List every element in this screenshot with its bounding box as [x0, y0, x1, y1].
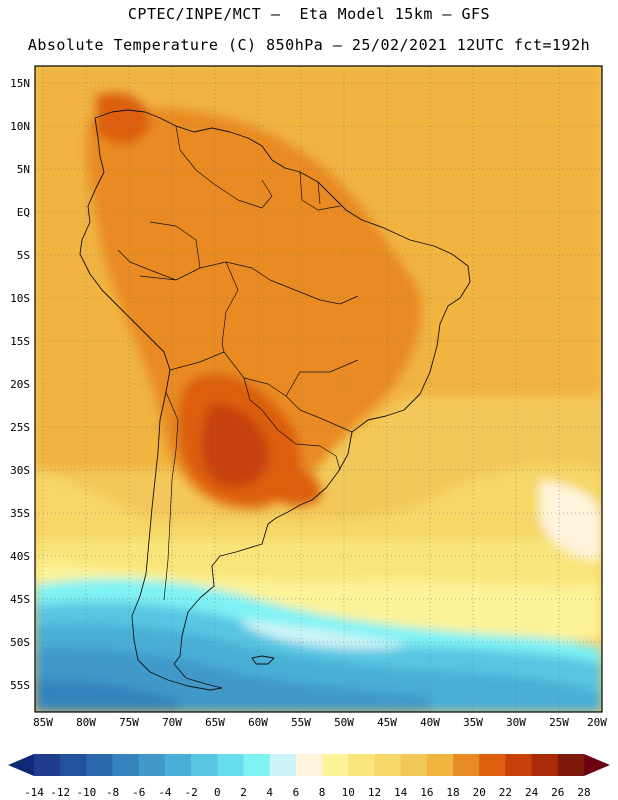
colorbar-swatch — [60, 754, 87, 776]
colorbar-tick-label: -6 — [132, 786, 145, 799]
lat-label: 15N — [10, 77, 30, 90]
colorbar-under-arrow — [8, 754, 34, 776]
colorbar-tick-label: 6 — [293, 786, 300, 799]
lon-label: 35W — [463, 716, 483, 729]
colorbar-tick-label: -4 — [158, 786, 172, 799]
lon-label: 80W — [76, 716, 96, 729]
south-america-coastline — [79, 109, 471, 691]
colorbar-swatch — [217, 754, 244, 776]
colorbar-swatch — [348, 754, 375, 776]
colorbar-swatch — [86, 754, 113, 776]
colorbar-swatch — [479, 754, 506, 776]
colorbar-swatch — [34, 754, 61, 776]
lon-label: 40W — [420, 716, 440, 729]
lat-label: 35S — [10, 507, 30, 520]
colorbar-tick-label: 22 — [499, 786, 512, 799]
colorbar-tick-label: 2 — [240, 786, 247, 799]
colorbar-swatches — [34, 754, 585, 776]
latitude-axis: 15N 10N 5N EQ 5S 10S 15S 20S 25S 30S 35S… — [10, 77, 30, 692]
temperature-field — [35, 66, 602, 712]
chart-title-line2: Absolute Temperature (C) 850hPa – 25/02/… — [27, 36, 591, 54]
colorbar-tick-label: -2 — [185, 786, 198, 799]
lat-label: 55S — [10, 679, 30, 692]
falkland-islands — [251, 655, 275, 665]
lon-label: 50W — [334, 716, 354, 729]
lat-label: 10N — [10, 120, 30, 133]
colorbar-tick-label: 8 — [319, 786, 326, 799]
chart-title-line1: CPTEC/INPE/MCT – Eta Model 15km – GFS — [127, 5, 491, 23]
lat-label: 25S — [10, 421, 30, 434]
colorbar-swatch — [112, 754, 140, 776]
lon-label: 65W — [205, 716, 225, 729]
graticule — [35, 66, 602, 712]
colorbar-swatch — [243, 754, 271, 776]
colorbar-swatch — [453, 754, 480, 776]
lon-label: 85W — [33, 716, 53, 729]
lat-label: 45S — [10, 593, 30, 606]
colorbar-tick-label: 12 — [368, 786, 381, 799]
colorbar-swatch — [191, 754, 218, 776]
lon-label: 55W — [291, 716, 311, 729]
lon-label: 60W — [248, 716, 268, 729]
colorbar-over-arrow — [584, 754, 610, 776]
lat-label: 20S — [10, 378, 30, 391]
colorbar-tick-label: 4 — [266, 786, 273, 799]
lon-label: 20W — [587, 716, 607, 729]
colorbar-swatch — [531, 754, 559, 776]
lon-label: 75W — [119, 716, 139, 729]
colorbar-tick-label: 20 — [473, 786, 486, 799]
colorbar-tick-label: -10 — [76, 786, 96, 799]
lat-label: EQ — [17, 206, 30, 219]
lon-label: 70W — [162, 716, 182, 729]
colorbar-tick-label: 16 — [420, 786, 433, 799]
lon-label: 45W — [377, 716, 397, 729]
longitude-axis: 85W 80W 75W 70W 65W 60W 55W 50W 45W 40W … — [33, 716, 607, 729]
colorbar-swatch — [374, 754, 401, 776]
colorbar-swatch — [164, 754, 192, 776]
map-frame — [34, 65, 603, 713]
colorbar: -14 -12 -10 -8 -6 -4 -2 0 2 4 6 8 10 12 14 16 18 20 22 24 26… — [8, 754, 610, 799]
colorbar-swatch — [138, 754, 166, 776]
colorbar-tick-label: -14 — [24, 786, 44, 799]
colorbar-swatch — [400, 754, 428, 776]
colorbar-tick-label: 28 — [577, 786, 590, 799]
lat-label: 40S — [10, 550, 30, 563]
colorbar-labels: -14 -12 -10 -8 -6 -4 -2 0 2 4 6 8 10 12 14 16 18 20 22 24 26… — [24, 786, 591, 799]
colorbar-swatch — [269, 754, 297, 776]
lon-label: 25W — [549, 716, 569, 729]
colorbar-tick-label: 26 — [551, 786, 564, 799]
lat-label: 5S — [17, 249, 30, 262]
lat-label: 30S — [10, 464, 30, 477]
colorbar-swatch — [557, 754, 585, 776]
colorbar-swatch — [322, 754, 349, 776]
colorbar-tick-label: 14 — [394, 786, 408, 799]
lat-label: 15S — [10, 335, 30, 348]
lon-label: 30W — [506, 716, 526, 729]
colorbar-swatch — [505, 754, 532, 776]
colorbar-tick-label: -8 — [106, 786, 119, 799]
colorbar-tick-label: 24 — [525, 786, 539, 799]
colorbar-tick-label: 18 — [446, 786, 459, 799]
colorbar-tick-label: 10 — [342, 786, 355, 799]
country-borders — [117, 125, 359, 601]
lat-label: 50S — [10, 636, 30, 649]
lat-label: 10S — [10, 292, 30, 305]
lat-label: 5N — [17, 163, 30, 176]
colorbar-tick-label: 0 — [214, 786, 221, 799]
colorbar-tick-label: -12 — [50, 786, 70, 799]
colorbar-swatch — [295, 754, 323, 776]
colorbar-swatch — [426, 754, 454, 776]
